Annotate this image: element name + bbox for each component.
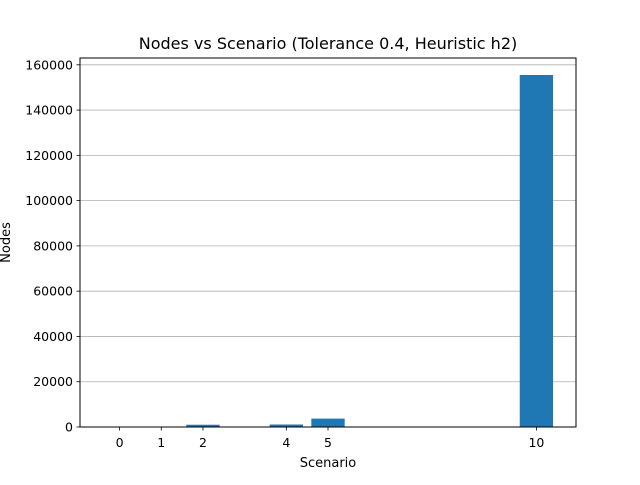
y-tick-label: 120000 bbox=[25, 148, 73, 163]
y-tick-label: 80000 bbox=[33, 238, 73, 253]
bar bbox=[311, 419, 344, 427]
y-tick-label: 20000 bbox=[33, 374, 73, 389]
y-axis-label: Nodes bbox=[0, 222, 14, 263]
x-axis-ticks: 0 1 2 4 5 10 bbox=[116, 427, 545, 450]
y-tick-label: 160000 bbox=[25, 57, 73, 72]
plot-frame bbox=[80, 58, 576, 427]
y-axis-ticks: 0 20000 40000 60000 80000 100000 120000 140000 1… bbox=[25, 57, 80, 434]
y-tick-label: 60000 bbox=[33, 284, 73, 299]
y-tick-label: 0 bbox=[65, 420, 73, 435]
y-tick-label: 100000 bbox=[25, 193, 73, 208]
x-tick-label: 4 bbox=[282, 435, 290, 450]
chart-title: Nodes vs Scenario (Tolerance 0.4, Heuris… bbox=[139, 34, 518, 53]
bars bbox=[103, 75, 553, 427]
x-tick-label: 0 bbox=[116, 435, 124, 450]
bar bbox=[520, 75, 553, 427]
x-tick-label: 5 bbox=[324, 435, 332, 450]
y-tick-label: 140000 bbox=[25, 103, 73, 118]
x-tick-label: 10 bbox=[528, 435, 544, 450]
x-tick-label: 2 bbox=[199, 435, 207, 450]
gridlines bbox=[80, 65, 576, 427]
y-tick-label: 40000 bbox=[33, 329, 73, 344]
x-tick-label: 1 bbox=[157, 435, 165, 450]
x-axis-label: Scenario bbox=[300, 456, 357, 471]
